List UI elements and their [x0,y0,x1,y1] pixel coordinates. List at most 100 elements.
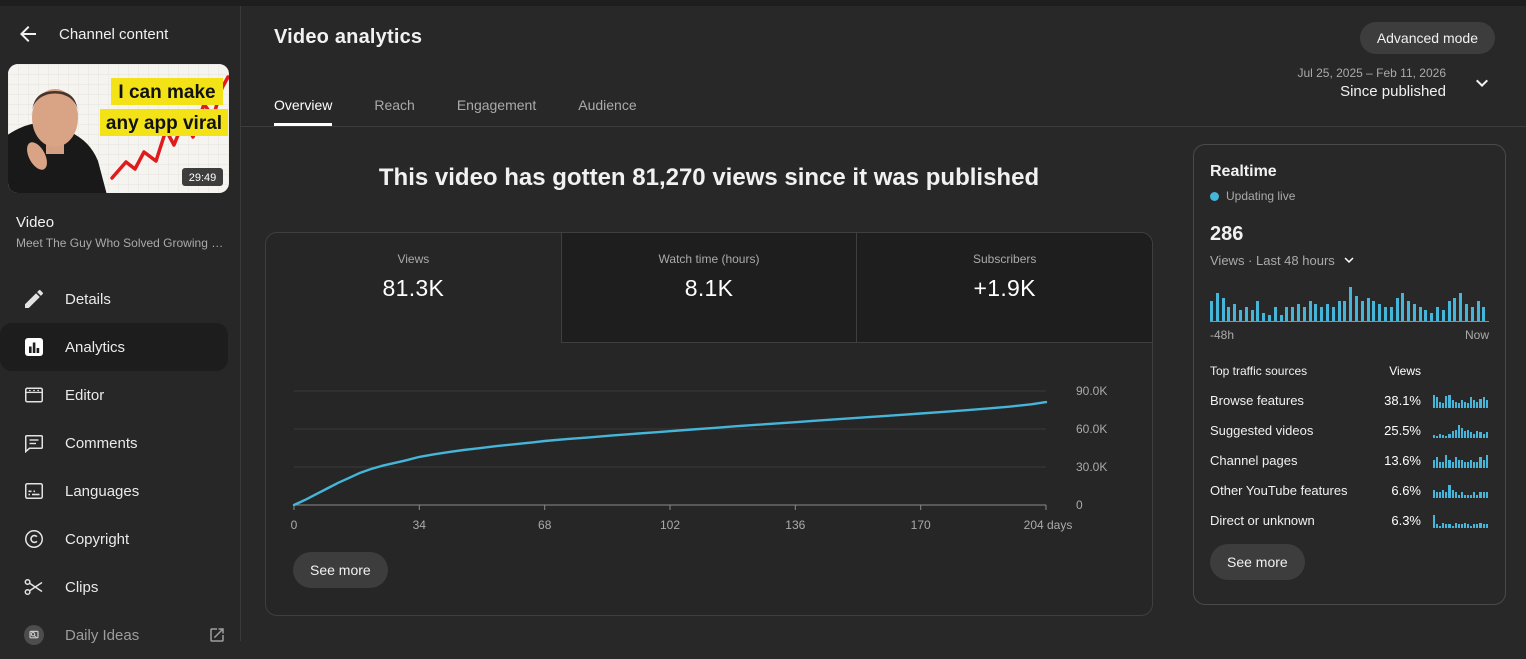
video-duration-badge: 29:49 [189,172,217,184]
sidebar-item-editor[interactable]: Editor [0,371,240,419]
sidebar-header: Channel content [0,0,240,62]
traffic-source-sparkline [1433,484,1489,498]
traffic-source-row[interactable]: Direct or unknown 6.3% [1210,513,1489,528]
traffic-source-value: 13.6% [1384,453,1421,468]
realtime-card: Realtime Updating live 286 Views · Last … [1193,144,1506,605]
metric-tab-watch-time[interactable]: Watch time (hours) 8.1K [560,233,857,343]
metric-tab-views[interactable]: Views 81.3K [266,233,561,343]
traffic-source-label: Suggested videos [1210,423,1314,438]
traffic-source-sparkline [1433,514,1489,528]
advanced-mode-button[interactable]: Advanced mode [1359,22,1495,54]
editor-icon [22,383,46,407]
sidebar-item-analytics[interactable]: Analytics [0,323,228,371]
see-more-button[interactable]: See more [293,552,388,588]
thumbnail-title-line1: I can make [118,82,215,103]
sidebar-item-label: Editor [65,386,105,404]
traffic-source-label: Other YouTube features [1210,483,1348,498]
svg-text:60.0K: 60.0K [1076,422,1107,436]
traffic-source-row[interactable]: Suggested videos 25.5% [1210,423,1489,438]
realtime-title: Realtime [1210,163,1277,180]
svg-text:0: 0 [1076,498,1083,512]
date-range-texts: Jul 25, 2025 – Feb 11, 2026 Since publis… [1297,66,1446,100]
pencil-icon [22,287,46,311]
tab-engagement[interactable]: Engagement [456,97,537,113]
metric-value: 81.3K [382,275,445,301]
sidebar: Channel content I can make [0,0,241,645]
analytics-header: Video analytics Advanced mode Overview R… [241,0,1526,127]
traffic-source-sparkline [1433,424,1489,438]
metric-value: 8.1K [684,275,734,301]
date-range-picker[interactable]: Jul 25, 2025 – Feb 11, 2026 Since publis… [1297,66,1494,100]
tab-reach[interactable]: Reach [374,97,415,113]
traffic-source-sparkline [1433,394,1489,408]
sidebar-item-clips[interactable]: Clips [0,563,240,611]
daily-ideas-icon [22,623,46,647]
video-kind-label: Video [16,214,55,231]
svg-text:102: 102 [660,518,680,532]
date-mode-value: Since published [1340,83,1446,100]
analytics-content: This video has gotten 81,270 views since… [241,127,1526,641]
metric-label: Watch time (hours) [658,252,760,266]
sidebar-item-comments[interactable]: Comments [0,419,240,467]
svg-text:68: 68 [538,518,552,532]
traffic-source-row[interactable]: Other YouTube features 6.6% [1210,483,1489,498]
sidebar-item-label: Languages [65,482,140,500]
axis-left-label: -48h [1210,328,1235,342]
metric-label: Views [397,252,430,266]
svg-text:170: 170 [911,518,931,532]
metric-value: +1.9K [973,275,1036,301]
traffic-header-source: Top traffic sources [1210,364,1308,378]
thumbnail-person-body [8,123,107,193]
analytics-icon [22,335,46,359]
tab-audience[interactable]: Audience [578,97,637,113]
views-line-chart: 90.0K 60.0K 30.0K 0 0 34 68 102 136 170 … [291,384,1108,532]
traffic-source-row[interactable]: Channel pages 13.6% [1210,453,1489,468]
metric-tab-subscribers[interactable]: Subscribers +1.9K [856,233,1152,343]
traffic-source-value: 25.5% [1384,423,1421,438]
scissors-icon [22,575,46,599]
realtime-caption-label: Views · Last 48 hours [1210,252,1335,268]
traffic-source-row[interactable]: Browse features 38.1% [1210,393,1489,408]
languages-icon [22,479,46,503]
overview-column: This video has gotten 81,270 views since… [265,127,1153,616]
sidebar-item-label: Analytics [65,338,126,356]
thumbnail-title-line2: any app viral [106,113,222,134]
back-arrow-icon[interactable] [16,22,40,46]
sidebar-item-copyright[interactable]: Copyright [0,515,240,563]
sidebar-item-languages[interactable]: Languages [0,467,240,515]
axis-right-label: Now [1464,328,1489,342]
chevron-down-icon [1470,71,1494,95]
traffic-source-label: Browse features [1210,393,1304,408]
svg-text:136: 136 [785,518,805,532]
external-link-icon [208,626,226,644]
realtime-status-label: Updating live [1226,189,1296,203]
analytics-tabs: Overview Reach Engagement Audience [274,97,637,126]
realtime-see-more-button[interactable]: See more [1210,544,1305,580]
sidebar-nav: Details Analytics Editor Comments [0,275,240,659]
sidebar-item-label: Clips [65,578,99,596]
realtime-axis-labels: -48h Now [1210,328,1489,342]
page-title: Video analytics [274,26,423,48]
tab-overview[interactable]: Overview [274,97,333,126]
traffic-source-value: 6.3% [1391,513,1421,528]
svg-text:30.0K: 30.0K [1076,460,1107,474]
traffic-source-label: Direct or unknown [1210,513,1315,528]
youtube-studio-video-analytics: Channel content I can make [0,0,1526,645]
chevron-down-icon [1340,251,1358,269]
views-headline: This video has gotten 81,270 views since… [378,164,1040,191]
realtime-count-caption[interactable]: Views · Last 48 hours [1210,251,1489,269]
traffic-header-views: Views [1389,364,1421,378]
back-label: Channel content [59,25,169,43]
svg-text:34: 34 [413,518,427,532]
views-chart-area: 90.0K 60.0K 30.0K 0 0 34 68 102 136 170 … [266,343,1152,538]
traffic-source-value: 38.1% [1384,393,1421,408]
traffic-source-sparkline [1433,454,1489,468]
video-title-text: Meet The Guy Who Solved Growing … [16,236,224,250]
sidebar-item-daily-ideas[interactable]: Daily Ideas [0,611,240,659]
video-thumbnail[interactable]: I can make any app viral 29:49 [8,64,229,193]
traffic-source-label: Channel pages [1210,453,1298,468]
views-line-series [292,400,1048,507]
main-panel: Video analytics Advanced mode Overview R… [241,0,1526,641]
sidebar-item-details[interactable]: Details [0,275,240,323]
realtime-status: Updating live [1210,189,1489,203]
